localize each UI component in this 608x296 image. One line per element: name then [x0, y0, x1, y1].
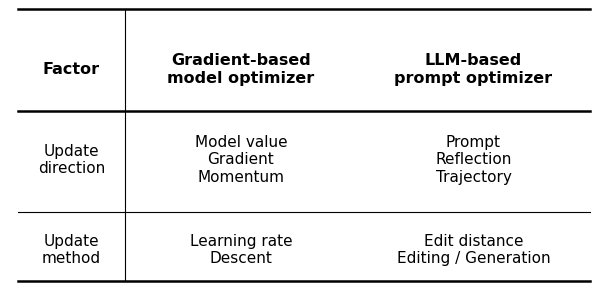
Text: LLM-based
prompt optimizer: LLM-based prompt optimizer: [395, 53, 553, 86]
Text: Prompt
Reflection
Trajectory: Prompt Reflection Trajectory: [435, 135, 512, 185]
Text: Model value
Gradient
Momentum: Model value Gradient Momentum: [195, 135, 287, 185]
Text: Update
method: Update method: [42, 234, 101, 266]
Text: Gradient-based
model optimizer: Gradient-based model optimizer: [167, 53, 314, 86]
Text: Edit distance
Editing / Generation: Edit distance Editing / Generation: [396, 234, 550, 266]
Text: Learning rate
Descent: Learning rate Descent: [190, 234, 292, 266]
Text: Update
direction: Update direction: [38, 144, 105, 176]
Text: Factor: Factor: [43, 62, 100, 77]
